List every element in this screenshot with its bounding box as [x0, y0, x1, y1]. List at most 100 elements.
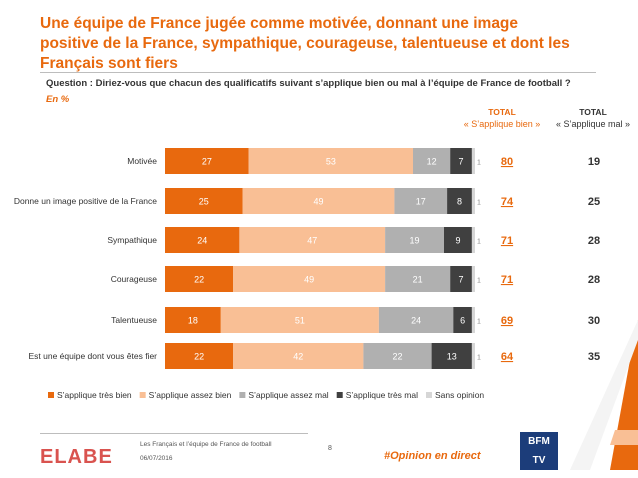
bar-value-label: 53 [326, 157, 336, 167]
footer-divider [40, 433, 308, 434]
bar-segment [385, 266, 451, 292]
bar-value-label: 24 [411, 316, 421, 326]
bar-segment [242, 188, 395, 214]
bar-segment [165, 188, 243, 214]
bar-segment [450, 266, 472, 292]
bar-segment [165, 343, 234, 369]
hashtag: #Opinion en direct [384, 450, 481, 462]
bar-segment [444, 227, 472, 253]
total-mal-title: TOTAL [579, 107, 607, 117]
bar-value-label: 47 [307, 236, 317, 246]
bar-segment [431, 343, 472, 369]
legend-swatch [48, 392, 54, 398]
bfmtv-logo: BFM TV [520, 432, 558, 470]
legend-label: Sans opinion [435, 390, 484, 400]
bar-value-label: 27 [202, 157, 212, 167]
elabe-logo: ELABE [40, 446, 113, 468]
bar-value-label: 24 [197, 236, 207, 246]
total-mal-value: 19 [588, 156, 600, 168]
bar-value-label: 1 [477, 278, 481, 285]
bar-segment [239, 227, 386, 253]
total-bien-value: 64 [501, 351, 514, 363]
bar-value-label: 7 [459, 157, 464, 167]
total-bien-value: 71 [501, 235, 513, 247]
bar-value-label: 25 [199, 197, 209, 207]
bar-value-label: 19 [410, 236, 420, 246]
total-bien-title: TOTAL [488, 107, 516, 117]
total-mal-label: « S’applique mal » [555, 119, 631, 129]
category-label: Courageuse [111, 274, 158, 284]
legend-swatch [336, 392, 343, 398]
legend-swatch [426, 392, 432, 398]
total-bien-value: 69 [501, 315, 513, 327]
bar-segment [471, 227, 475, 253]
bar-segment [220, 307, 379, 333]
bar-segment [378, 307, 454, 333]
bar-value-label: 13 [447, 352, 457, 362]
bar-value-label: 9 [455, 236, 460, 246]
category-label: Motivée [127, 156, 157, 166]
bar-value-label: 21 [413, 275, 423, 285]
bfmtv-logo-line1: BFM [528, 436, 550, 447]
bar-segment [233, 266, 386, 292]
category-label: Est une équipe dont vous êtes fier [28, 351, 157, 361]
legend-label: S’applique assez mal [248, 390, 328, 400]
bar-value-label: 1 [477, 319, 481, 326]
bar-value-label: 22 [194, 352, 204, 362]
total-mal-value: 28 [588, 274, 600, 286]
bar-value-label: 1 [477, 160, 481, 167]
category-label: Talentueuse [111, 315, 157, 325]
bar-segment [413, 148, 451, 174]
bar-value-label: 8 [457, 197, 462, 207]
title-divider [40, 72, 596, 73]
bar-segment [394, 188, 448, 214]
page-title: Une équipe de France jugée comme motivée… [40, 15, 570, 72]
bar-value-label: 22 [194, 275, 204, 285]
bar-segment [471, 266, 475, 292]
bar-segment [165, 307, 221, 333]
bar-value-label: 6 [460, 316, 465, 326]
bar-segment [453, 307, 472, 333]
total-mal-value: 25 [588, 196, 600, 208]
legend-label: S’applique très mal [346, 390, 418, 400]
total-mal-header: TOTAL « S’applique mal » [548, 106, 638, 130]
unit-label: En % [46, 94, 70, 105]
legend-label: S’applique très bien [57, 390, 132, 400]
bar-value-label: 1 [477, 200, 481, 207]
bar-value-label: 1 [477, 239, 481, 246]
bar-segment [165, 266, 234, 292]
total-mal-value: 30 [588, 315, 600, 327]
bar-segment [447, 188, 472, 214]
footer-subtitle: Les Français et l’équipe de France de fo… [140, 441, 272, 448]
total-bien-value: 74 [501, 196, 514, 208]
total-bien-value: 71 [501, 274, 513, 286]
bar-value-label: 17 [416, 197, 426, 207]
bar-segment [363, 343, 432, 369]
bar-value-label: 12 [427, 157, 437, 167]
question-text: Question : Diriez-vous que chacun des qu… [46, 78, 571, 89]
category-label: Sympathique [107, 235, 157, 245]
decorative-a-shape [570, 320, 638, 470]
bar-value-label: 18 [188, 316, 198, 326]
bar-value-label: 42 [293, 352, 303, 362]
bar-segment [471, 307, 475, 333]
page-number: 8 [328, 445, 332, 452]
bar-segment [471, 188, 475, 214]
legend-label: S’applique assez bien [149, 390, 232, 400]
category-label: Donne un image positive de la France [14, 196, 157, 206]
bar-segment [450, 148, 472, 174]
legend-swatch [239, 392, 246, 398]
bar-segment [165, 148, 249, 174]
total-bien-value: 80 [501, 156, 513, 168]
bar-segment [471, 343, 475, 369]
bar-value-label: 51 [295, 316, 305, 326]
bfmtv-logo-line2: TV [532, 455, 546, 466]
total-bien-label: « S’applique bien » [463, 119, 541, 129]
bar-value-label: 22 [392, 352, 402, 362]
bar-segment [165, 227, 240, 253]
bar-value-label: 7 [459, 275, 464, 285]
legend-swatch [139, 392, 146, 398]
bar-segment [385, 227, 444, 253]
total-mal-value: 35 [588, 351, 600, 363]
